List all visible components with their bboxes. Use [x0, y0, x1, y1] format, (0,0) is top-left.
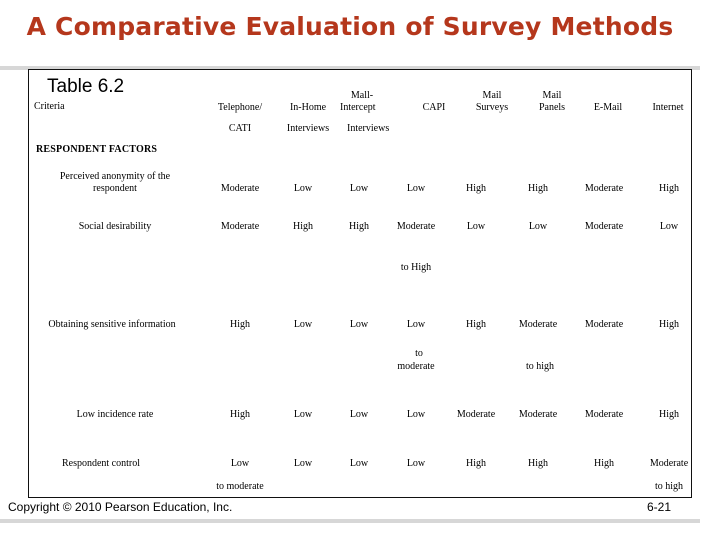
table-cell: Moderate — [518, 319, 558, 330]
table-cell: Moderate — [456, 409, 496, 420]
section-respondent-factors: RESPONDENT FACTORS — [36, 144, 158, 155]
table-cell: High — [230, 409, 250, 420]
table-cell: High — [594, 458, 614, 469]
table-cell: Moderate — [396, 221, 436, 232]
row5-telephone-continuation: to moderate — [216, 481, 264, 492]
table-cell: Moderate — [584, 221, 624, 232]
table-cell: Moderate — [518, 409, 558, 420]
row5-criterion: Respondent control — [61, 458, 141, 469]
table-cell: Low — [293, 183, 313, 194]
bottom-divider — [0, 519, 700, 523]
header-mall-line1: Mall- — [350, 90, 374, 101]
header-email: E-Mail — [593, 102, 623, 113]
table-cell: Low — [406, 458, 426, 469]
header-telephone-line1: Telephone/ — [217, 102, 263, 113]
table-cell: Low — [293, 319, 313, 330]
table-cell: High — [528, 183, 548, 194]
header-mailsurveys-line2: Surveys — [475, 102, 509, 113]
row1-criterion-line2: respondent — [93, 183, 137, 194]
table-cell: Moderate — [220, 221, 260, 232]
header-mailpanels-line2: Panels — [538, 102, 566, 113]
row4-criterion: Low incidence rate — [76, 409, 154, 420]
table-cell: Low — [466, 221, 486, 232]
row3-capi-continuation-line1: to — [415, 348, 423, 359]
copyright-footer: Copyright © 2010 Pearson Education, Inc. — [8, 500, 233, 514]
header-inhome-line2: Interviews — [286, 123, 330, 134]
table-cell: Moderate — [584, 183, 624, 194]
row3-criterion: Obtaining sensitive information — [48, 319, 176, 330]
table-cell: High — [659, 409, 679, 420]
table-frame — [28, 69, 692, 498]
table-cell: Low — [349, 409, 369, 420]
row1-criterion-line1: Perceived anonymity of the — [59, 171, 171, 182]
row2-criterion: Social desirability — [78, 221, 152, 232]
table-cell: Low — [349, 183, 369, 194]
header-mall-line2: Intercept — [340, 102, 376, 113]
table-label: Table 6.2 — [47, 76, 125, 97]
table-cell: High — [466, 183, 486, 194]
header-mailpanels-line1: Mail — [542, 90, 562, 101]
table-cell: Low — [293, 409, 313, 420]
slide-title: A Comparative Evaluation of Survey Metho… — [26, 12, 674, 41]
table-cell: Moderate — [584, 319, 624, 330]
header-internet: Internet — [652, 102, 684, 113]
table-cell: Moderate — [649, 458, 689, 469]
header-mall-line3: Interviews — [347, 123, 390, 134]
row2-capi-continuation: to High — [400, 262, 432, 273]
table-cell: Low — [349, 458, 369, 469]
table-cell: High — [293, 221, 313, 232]
table-cell: Low — [528, 221, 548, 232]
table-cell: Low — [349, 319, 369, 330]
header-criteria: Criteria — [34, 101, 65, 112]
table-cell: Low — [659, 221, 679, 232]
table-cell: High — [659, 183, 679, 194]
header-mailsurveys-line1: Mail — [482, 90, 502, 101]
table-cell: Moderate — [584, 409, 624, 420]
table-cell: Moderate — [220, 183, 260, 194]
row3-mailpanels-continuation: to high — [525, 361, 555, 372]
table-cell: High — [230, 319, 250, 330]
page-number: 6-21 — [647, 500, 672, 514]
row5-internet-continuation: to high — [654, 481, 684, 492]
top-divider — [0, 66, 700, 70]
table-cell: High — [659, 319, 679, 330]
table-cell: High — [528, 458, 548, 469]
table-cell: High — [466, 319, 486, 330]
table-cell: High — [466, 458, 486, 469]
table-cell: Low — [230, 458, 250, 469]
table-cell: Low — [406, 183, 426, 194]
table-cell: Low — [293, 458, 313, 469]
header-capi: CAPI — [422, 102, 446, 113]
table-cell: High — [349, 221, 369, 232]
header-telephone-line2: CATI — [228, 123, 252, 134]
table-cell: Low — [406, 409, 426, 420]
header-inhome-line1: In-Home — [289, 102, 327, 113]
table-cell: Low — [406, 319, 426, 330]
row3-capi-continuation-line2: moderate — [397, 361, 435, 372]
